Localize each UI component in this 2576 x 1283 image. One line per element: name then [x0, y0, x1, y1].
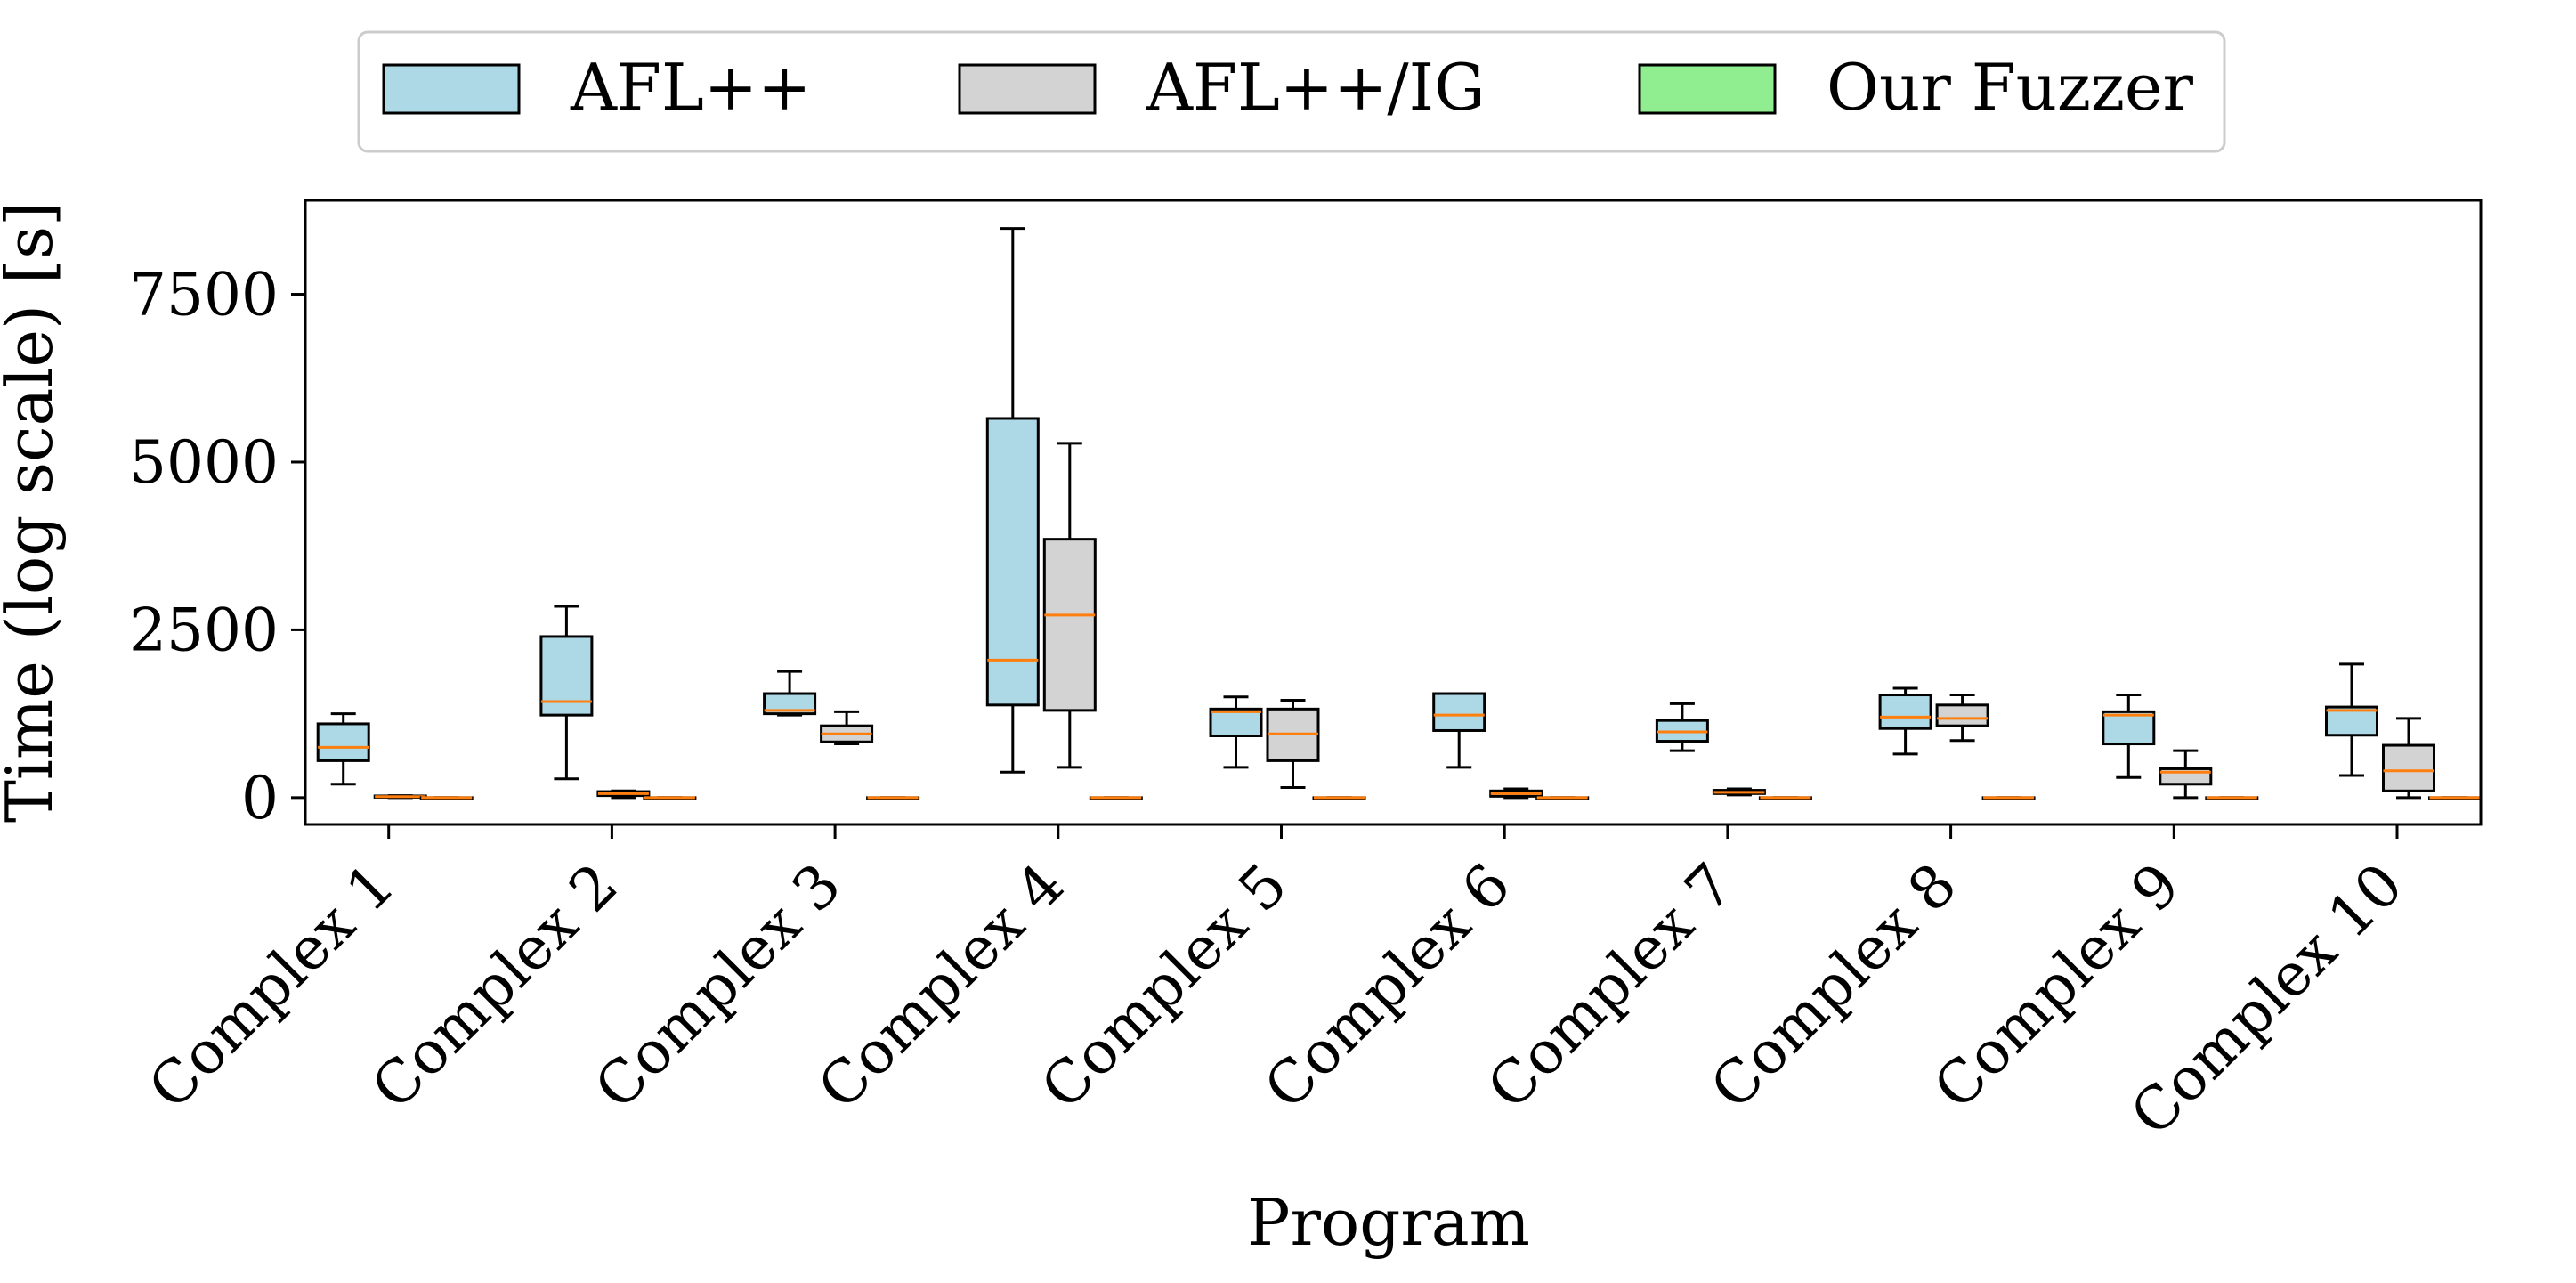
box-body [539, 635, 594, 717]
y-axis-label: Time (log scale) [s] [0, 201, 67, 823]
box-3-8 [1981, 796, 2036, 800]
box-3-7 [1758, 796, 1812, 800]
legend: AFL++ AFL++/IG Our Fuzzer [357, 30, 2226, 153]
box-2-8 [1935, 694, 1989, 743]
box-1-3 [763, 670, 817, 717]
box-3-10 [2428, 796, 2482, 800]
legend-swatch [1638, 63, 1777, 115]
y-tick-label: 5000 [129, 428, 279, 497]
box-body [316, 722, 370, 762]
legend-swatch [382, 63, 521, 115]
box-1-1 [316, 712, 370, 786]
box-1-6 [1432, 692, 1486, 769]
y-tick-label: 0 [241, 764, 279, 832]
box-2-7 [1712, 787, 1766, 797]
legend-swatch [958, 63, 1097, 115]
legend-label: AFL++ [570, 50, 811, 125]
box-body [1432, 692, 1486, 732]
box-body [985, 417, 1040, 707]
box-body [2325, 705, 2378, 737]
series-our-fuzzer [419, 796, 2482, 800]
box-2-3 [820, 710, 874, 746]
box-2-5 [1266, 699, 1320, 790]
legend-label: AFL++/IG [1146, 50, 1486, 125]
box-1-7 [1655, 702, 1709, 752]
box-2-9 [2159, 749, 2213, 800]
series-afl-ig [373, 442, 2435, 800]
y-tick-label: 2500 [129, 596, 279, 664]
box-body [1042, 538, 1097, 712]
box-3-5 [1312, 796, 1366, 800]
y-tick-label: 7500 [129, 261, 279, 329]
box-2-1 [373, 794, 427, 800]
box-1-4 [985, 227, 1040, 774]
box-2-6 [1489, 787, 1543, 800]
box-1-9 [2102, 694, 2156, 779]
y-axis: 0 2500 5000 7500 [129, 261, 305, 832]
box-3-4 [1089, 796, 1143, 800]
box-2-4 [1042, 442, 1097, 769]
box-2-10 [2382, 717, 2435, 800]
box-3-9 [2205, 796, 2259, 800]
box-body [1209, 707, 1263, 738]
box-1-2 [539, 605, 594, 781]
plot-area [316, 227, 2482, 800]
legend-frame [357, 30, 2226, 153]
box-body [2102, 710, 2156, 746]
box-body [763, 692, 817, 716]
box-body [1935, 703, 1989, 727]
box-3-3 [866, 796, 920, 800]
x-axis-label: Program [1247, 1185, 1530, 1260]
box-body [2382, 743, 2435, 792]
box-3-6 [1535, 796, 1590, 800]
box-1-5 [1209, 695, 1263, 769]
series-afl- [316, 227, 2378, 786]
legend-label: Our Fuzzer [1827, 50, 2194, 125]
box-2-2 [596, 789, 651, 800]
plot-frame [304, 199, 2483, 826]
box-body [1878, 694, 1932, 730]
box-1-10 [2325, 662, 2378, 777]
box-1-8 [1878, 686, 1932, 756]
box-3-2 [643, 796, 697, 800]
box-3-1 [419, 796, 474, 800]
